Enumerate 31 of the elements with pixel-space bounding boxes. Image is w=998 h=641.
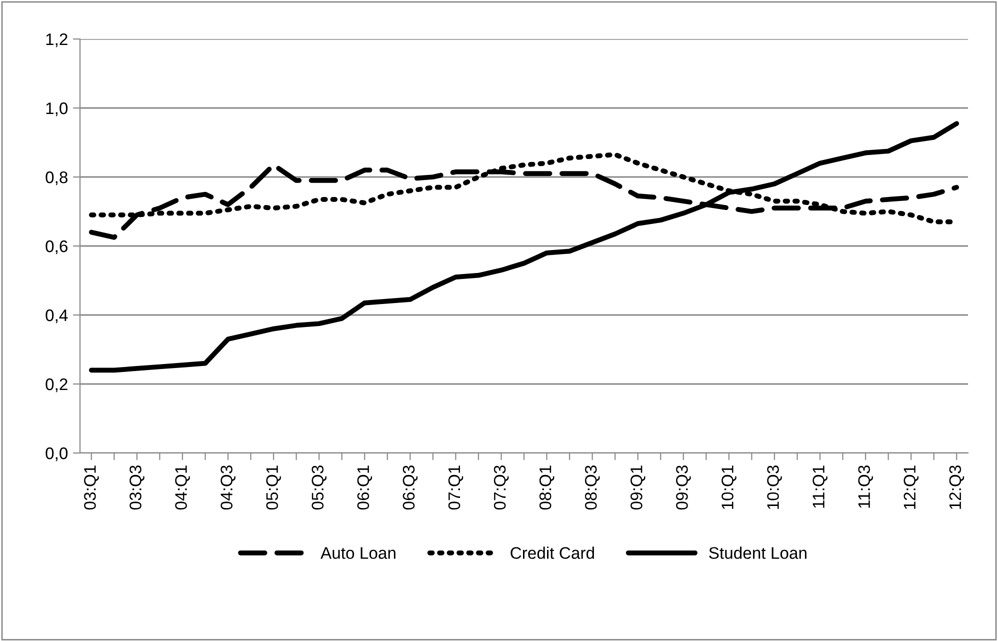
x-tick-label: 04:Q3: [220, 466, 236, 510]
x-tick-label: 10:Q3: [767, 466, 782, 509]
legend-label: Credit Card: [510, 546, 594, 559]
y-tick-label: 0,2: [46, 378, 68, 392]
x-tick-label: 06:Q1: [357, 466, 372, 510]
y-tick-label: 1,0: [46, 102, 68, 116]
line-series: [88, 121, 960, 373]
x-tick-label: 11:Q1: [812, 466, 828, 508]
y-tick-label: 0,0: [46, 447, 68, 462]
x-tick-label: 05:Q3: [312, 466, 327, 510]
x-tick-label: 03:Q3: [130, 466, 144, 510]
x-tick-label: 09:Q1: [630, 466, 646, 510]
legend-label: Student Loan: [709, 546, 806, 559]
legend-label: Auto Loan: [320, 547, 396, 559]
x-tick-label: 07:Q1: [448, 466, 464, 510]
x-tick-label: 12:Q1: [904, 466, 919, 509]
x-tick-label: 06:Q3: [402, 466, 418, 510]
x-tick-label: 12:Q3: [949, 466, 964, 509]
x-tick-label: 08:Q1: [539, 466, 554, 510]
y-tick-label: 0,4: [46, 309, 68, 324]
x-tick-label: 09:Q3: [676, 466, 691, 510]
x-tick-label: 05:Q1: [266, 466, 281, 510]
y-tick-label: 1,2: [46, 33, 68, 48]
x-tick-label: 11:Q3: [858, 466, 873, 508]
y-tick-label: 0,8: [46, 171, 68, 186]
x-tick-label: 04:Q1: [175, 466, 190, 510]
x-tick-label: 10:Q1: [722, 466, 736, 509]
x-tick-label: 08:Q3: [584, 466, 600, 510]
x-tick-label: 07:Q3: [494, 466, 509, 510]
y-tick-label: 0,6: [46, 240, 68, 254]
x-tick-label: 03:Q1: [84, 466, 99, 510]
